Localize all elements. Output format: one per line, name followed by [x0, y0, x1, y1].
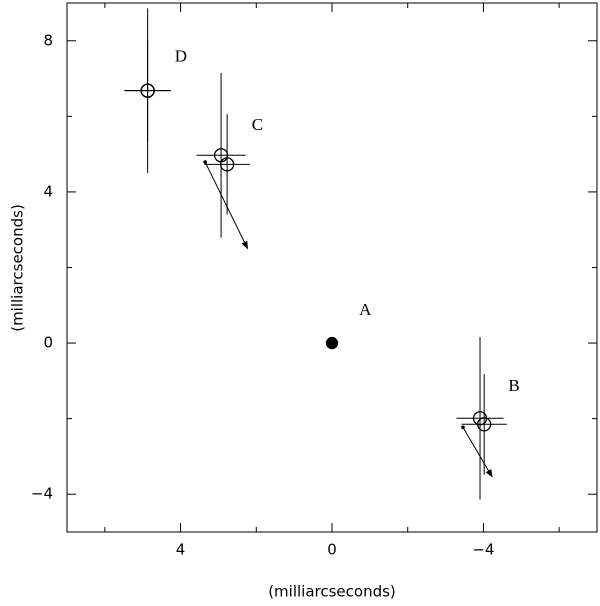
annotation: A [359, 300, 372, 319]
point [140, 83, 155, 98]
annotation: B [508, 376, 519, 395]
point [477, 417, 492, 432]
y-axis-label: (milliarcseconds) [9, 204, 27, 332]
motion-arrow [204, 161, 249, 250]
plot-frame [66, 2, 598, 533]
x-tick-label: 0 [327, 541, 337, 559]
x-tick-label: −4 [472, 541, 494, 559]
x-tick-label: 4 [176, 541, 186, 559]
motion-arrow [462, 427, 493, 478]
point [325, 336, 339, 350]
annotation: C [252, 115, 263, 134]
y-tick-label: 4 [43, 182, 53, 200]
point [219, 157, 235, 172]
annotation: D [175, 47, 187, 66]
y-tick-label: −4 [31, 485, 53, 503]
y-tick-label: 0 [43, 334, 53, 352]
y-tick-label: 8 [43, 31, 53, 49]
x-axis-label: (milliarcseconds) [268, 583, 396, 601]
